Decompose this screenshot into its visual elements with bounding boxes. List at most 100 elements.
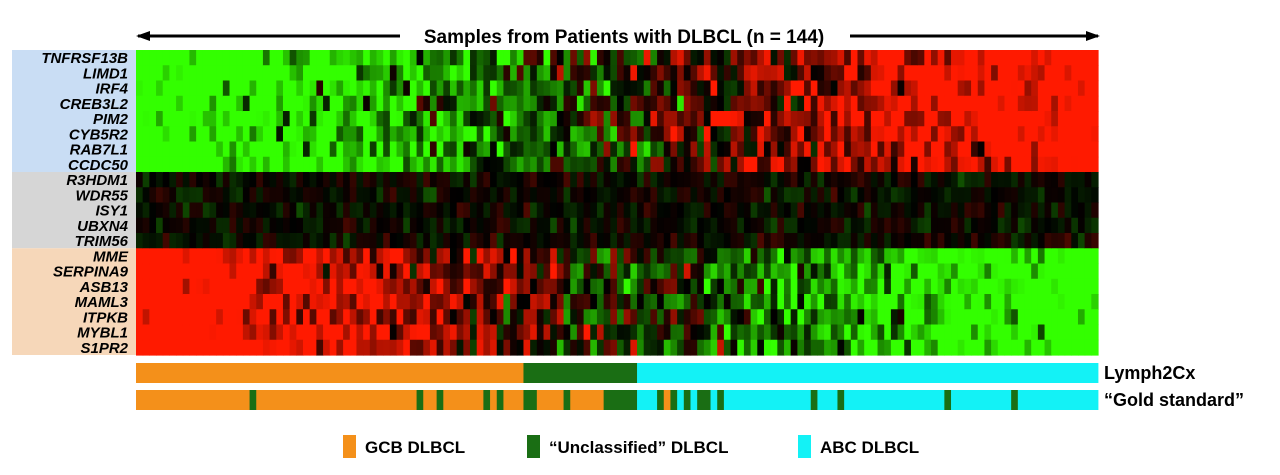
heatmap-cell: [1084, 172, 1092, 188]
heatmap-cell: [596, 309, 605, 326]
heatmap-cell: [403, 172, 411, 188]
heatmap-cell: [623, 233, 631, 249]
heatmap-cell: [763, 156, 772, 173]
gene-group-band-abc: [12, 50, 136, 172]
heatmap-cell: [710, 156, 718, 173]
heatmap-cell: [436, 248, 444, 265]
heatmap-cell: [336, 217, 344, 234]
heatmap-cell: [837, 111, 845, 127]
heatmap-cell: [917, 50, 925, 66]
heatmap-cell: [216, 50, 224, 66]
heatmap-cell: [236, 141, 244, 158]
heatmap-cell: [229, 324, 237, 341]
heatmap-cell: [683, 339, 692, 356]
heatmap-cell: [363, 263, 371, 280]
heatmap-cell: [476, 294, 484, 310]
heatmap-cell: [236, 111, 244, 127]
heatmap-cell: [1091, 233, 1099, 249]
heatmap-cell: [429, 217, 438, 234]
heatmap-cell: [1084, 263, 1092, 280]
heatmap-cell: [323, 263, 331, 280]
heatmap-cell: [343, 294, 351, 310]
heatmap-cell: [202, 65, 211, 82]
heatmap-cell: [897, 80, 905, 97]
heatmap-cell: [844, 263, 852, 280]
heatmap-cell: [610, 156, 618, 173]
heatmap-cell: [523, 324, 531, 341]
heatmap-cell: [449, 202, 458, 219]
heatmap-cells: [136, 50, 1099, 356]
heatmap-cell: [376, 172, 384, 188]
heatmap-cell: [596, 263, 605, 280]
heatmap-cell: [663, 156, 672, 173]
heatmap-cell: [1024, 156, 1032, 173]
heatmap-cell: [690, 233, 698, 249]
heatmap-cell: [703, 339, 712, 356]
heatmap-cell: [864, 248, 872, 265]
heatmap-cell: [169, 202, 177, 219]
heatmap-cell: [617, 111, 625, 127]
heatmap-cell: [369, 172, 378, 188]
heatmap-cell: [890, 339, 899, 356]
heatmap-cell: [703, 217, 712, 234]
heatmap-cell: [149, 324, 157, 341]
heatmap-cell: [563, 339, 571, 356]
heatmap-cell: [1091, 278, 1099, 295]
heatmap-cell: [356, 309, 364, 326]
heatmap-cell: [837, 95, 845, 112]
heatmap-cell: [824, 248, 832, 265]
heatmap-cell: [289, 263, 297, 280]
heatmap-cell: [550, 309, 558, 326]
heatmap-cell: [750, 339, 758, 356]
heatmap-cell: [610, 294, 618, 310]
heatmap-cell: [409, 339, 418, 356]
heatmap-cell: [530, 324, 538, 341]
heatmap-cell: [637, 187, 645, 204]
heatmap-cell: [576, 233, 585, 249]
heatmap-cell: [650, 156, 658, 173]
heatmap-cell: [951, 156, 959, 173]
heatmap-cell: [496, 141, 505, 158]
heatmap-cell: [904, 339, 912, 356]
heatmap-cell: [336, 50, 344, 66]
heatmap-cell: [1064, 172, 1072, 188]
heatmap-cell: [1044, 233, 1052, 249]
heatmap-cell: [556, 294, 565, 310]
heatmap-cell: [797, 141, 805, 158]
gene-label-s1pr2: S1PR2: [80, 340, 128, 357]
heatmap-cell: [703, 278, 712, 295]
heatmap-cell: [289, 126, 297, 143]
heatmap-cell: [850, 248, 859, 265]
heatmap-cell: [343, 172, 351, 188]
heatmap-cell: [657, 111, 665, 127]
heatmap-cell: [1031, 278, 1039, 295]
heatmap-cell: [797, 156, 805, 173]
heatmap-cell: [991, 65, 999, 82]
heatmap-cell: [1057, 126, 1066, 143]
heatmap-cell: [830, 248, 839, 265]
heatmap-cell: [1057, 156, 1066, 173]
heatmap-cell: [870, 95, 879, 112]
heatmap-cell: [309, 233, 317, 249]
heatmap-cell: [249, 172, 257, 188]
heatmap-cell: [142, 172, 150, 188]
heatmap-cell: [536, 248, 545, 265]
class-bar-segment: [663, 390, 671, 410]
heatmap-cell: [964, 141, 972, 158]
heatmap-cell: [977, 294, 986, 310]
heatmap-cell: [583, 95, 591, 112]
heatmap-cell: [249, 202, 257, 219]
heatmap-cell: [1024, 187, 1032, 204]
heatmap-cell: [516, 141, 525, 158]
heatmap-cell: [470, 202, 478, 219]
heatmap-cell: [971, 111, 979, 127]
heatmap-cell: [1077, 141, 1086, 158]
heatmap-cell: [189, 248, 197, 265]
heatmap-cell: [857, 339, 865, 356]
heatmap-cell: [463, 65, 471, 82]
heatmap-cell: [242, 278, 251, 295]
heatmap-cell: [1044, 339, 1052, 356]
heatmap-cell: [289, 95, 297, 112]
heatmap-cell: [369, 217, 378, 234]
heatmap-cell: [757, 233, 765, 249]
